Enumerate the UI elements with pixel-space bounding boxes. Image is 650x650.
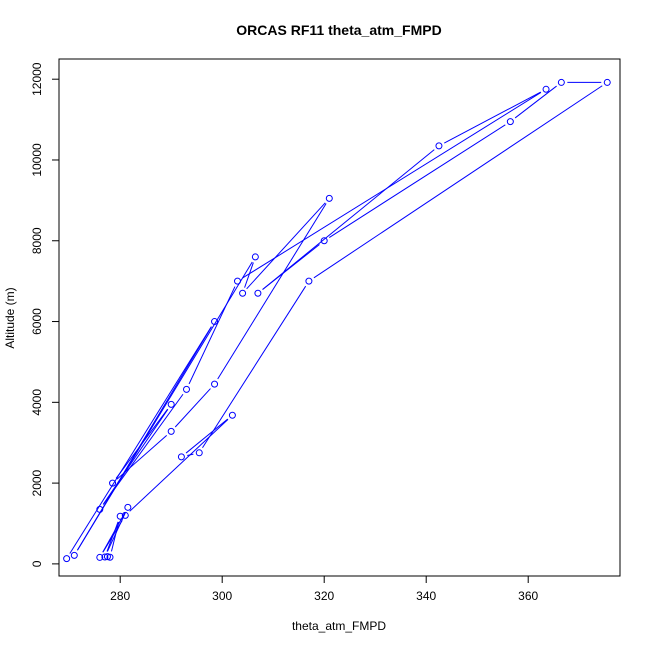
data-point [325,194,333,202]
data-point [557,78,565,86]
data-point [239,289,247,297]
data-point [506,118,514,126]
y-axis-label: Altitude (m) [3,287,17,348]
series-segment [262,244,320,290]
data-point [121,511,129,519]
data-point [101,553,109,561]
x-tick-label: 320 [314,589,334,603]
data-point [254,289,262,297]
series-segment [328,124,506,238]
data-point [116,512,124,520]
series-segment [514,85,557,119]
data-point [228,411,236,419]
data-point [63,555,71,563]
data-point [96,505,104,513]
x-tick-label: 300 [212,589,232,603]
x-tick-label: 280 [110,589,130,603]
series-segment [188,286,236,385]
y-tick-label: 2000 [30,469,44,496]
y-tick-label: 12000 [30,62,44,96]
x-axis: 280 300 320 340 360 [110,575,539,603]
series-segment [129,418,229,512]
series-segment [115,408,169,479]
y-tick-label: 8000 [30,227,44,254]
y-tick-label: 4000 [30,389,44,416]
data-point [124,503,132,511]
data-point [542,85,550,93]
data-point [211,318,219,326]
data-point [320,237,328,245]
data-point [234,277,241,285]
x-tick-label: 340 [416,589,436,603]
series-segment [106,521,119,552]
data-point [305,277,313,285]
chart-title: ORCAS RF11 theta_atm_FMPD [236,22,441,38]
series-points [63,78,611,563]
data-point [96,553,104,561]
data-point [195,449,203,457]
series-segment [110,521,120,552]
y-axis: 0 2000 4000 6000 8000 10000 12000 [30,62,60,567]
data-point [435,142,443,150]
x-tick-label: 360 [518,589,538,603]
data-point [211,380,219,388]
series-segment [185,418,229,454]
series-segment [444,91,541,144]
series-segment [69,326,212,554]
data-point [70,551,78,559]
x-axis-label: theta_atm_FMPD [292,619,386,633]
y-tick-label: 6000 [30,308,44,335]
series-segment [242,92,542,279]
data-point [109,479,117,487]
series-segment [246,202,326,290]
data-point [251,253,259,261]
data-point [183,385,190,393]
series-segment [244,262,254,288]
series-segment [174,388,211,428]
series-segment [76,261,253,551]
data-point [177,453,185,461]
series-segment [102,393,184,505]
series-segment [217,203,327,380]
data-point [603,78,611,86]
y-tick-label: 0 [30,560,44,567]
series-segment [102,409,169,505]
data-point [167,400,175,408]
series-segment [262,149,435,290]
series-line [69,81,603,554]
series-segment [202,285,307,449]
y-tick-label: 10000 [30,143,44,177]
series-segment [313,85,603,279]
data-point [167,427,175,435]
data-point [103,553,111,561]
